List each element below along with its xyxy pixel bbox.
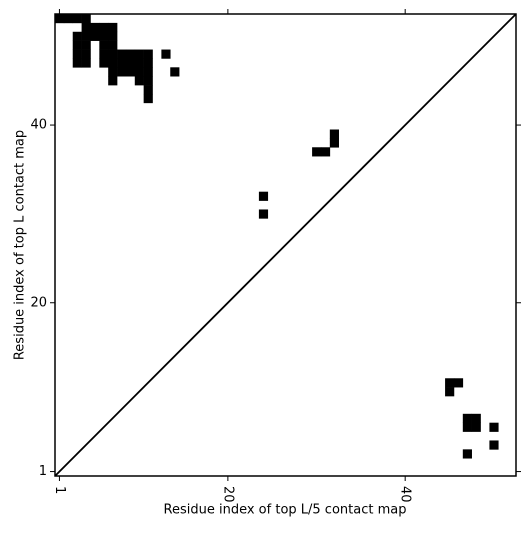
contact-cell [72,58,82,68]
contact-cell [108,67,118,77]
contact-cell [125,49,136,59]
contact-cell [161,49,171,59]
contact-cell [134,67,144,77]
plot-frame [54,13,517,477]
contact-cell [99,31,109,41]
contact-cell [489,422,499,432]
contact-cell [99,40,109,50]
contact-cell [72,14,82,24]
contact-cell [134,49,144,59]
contact-cell [108,40,118,50]
contact-cell [258,209,269,219]
contact-cell [90,22,100,33]
contact-cell [125,58,136,68]
x-axis-label: Residue index of top L/5 contact map [164,503,407,518]
contact-cell [329,138,339,148]
contact-cell [63,14,74,24]
contact-cell [134,58,144,68]
contact-cell [125,67,136,77]
x-tick-label: 40 [398,486,413,503]
contact-cell [143,76,153,86]
contact-cell [312,147,322,157]
contact-cell [81,40,91,50]
contact-cell [445,387,455,397]
contact-cell [320,147,331,157]
y-tick-label: 1 [39,464,47,479]
contact-cell [108,22,118,33]
contact-cell [81,22,91,33]
contact-cell [55,14,65,24]
contact-cell [99,22,109,33]
x-tick-label: 20 [220,486,235,503]
diagonal-line [54,13,517,477]
y-tick-label: 40 [30,118,47,133]
contact-cell [108,31,118,41]
contact-cell [445,378,455,388]
contact-cell [489,440,499,450]
contact-cell [143,58,153,68]
contact-cell [471,422,481,432]
contact-cell [72,49,82,59]
contact-cell [72,40,82,50]
x-tick-label: 1 [52,486,67,494]
contact-cell [90,31,100,41]
y-tick-label: 20 [30,295,47,310]
contact-cell [81,14,91,24]
contact-cell [81,49,91,59]
contact-cell [462,422,472,432]
contact-cell [170,67,180,77]
contact-cell [471,413,481,423]
contact-cell [99,58,109,68]
contact-cell [117,67,127,77]
contact-cell [117,49,127,59]
contact-cell [258,191,269,201]
y-axis-label: Residue index of top L contact map [13,130,28,360]
contact-cell [108,76,118,86]
contact-cell [99,49,109,59]
contact-cell [81,58,91,68]
contact-cell [462,413,472,423]
contact-cell [143,67,153,77]
contact-cell [143,49,153,59]
contact-cell [329,129,339,139]
contact-cell [81,31,91,41]
contact-cell [108,49,118,59]
contact-cell [108,58,118,68]
contact-cell [143,93,153,104]
contact-cell [143,85,153,95]
contact-cell [134,76,144,86]
contact-cell [462,449,472,459]
contact-cell [117,58,127,68]
contact-cell [72,31,82,41]
contact-cell [453,378,464,388]
